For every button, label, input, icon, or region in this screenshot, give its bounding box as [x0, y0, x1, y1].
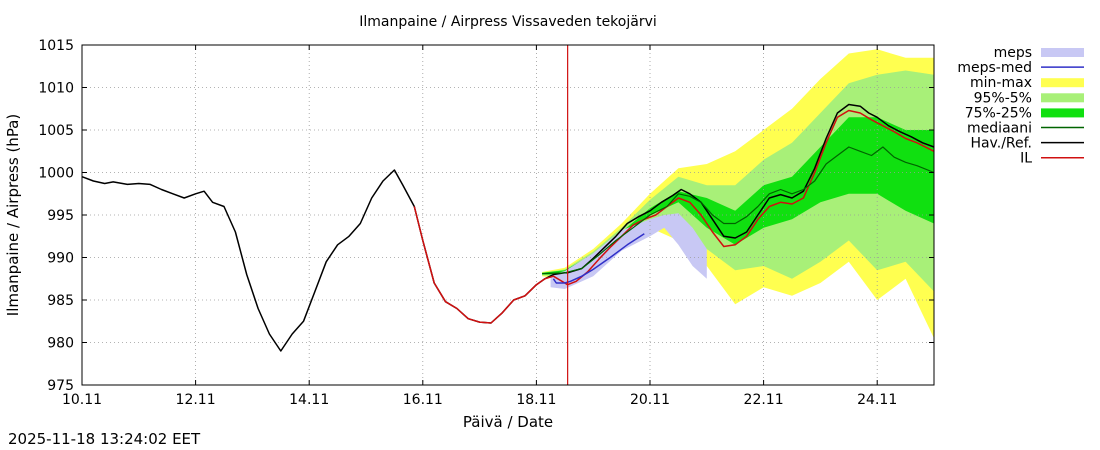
lines-layer [81, 103, 935, 352]
legend-label: meps [994, 45, 1032, 61]
legend-label: 95%-5% [974, 90, 1032, 106]
legend-swatch [1041, 108, 1084, 118]
x-tick-label: 16.11 [403, 392, 443, 408]
legend-swatch [1041, 78, 1084, 88]
legend-label: Hav./Ref. [970, 136, 1032, 152]
legend-label: 75%-25% [965, 105, 1032, 121]
legend-label: min-max [970, 75, 1032, 91]
legend-swatch [1041, 93, 1084, 103]
y-tick-label: 980 [47, 336, 74, 352]
y-axis-label: Ilmanpaine / Airpress (hPa) [4, 114, 22, 316]
y-tick-label: 975 [47, 378, 74, 394]
x-tick-label: 18.11 [516, 392, 556, 408]
y-tick-label: 1005 [38, 123, 74, 139]
grid-layer [82, 45, 934, 385]
chart-title: Ilmanpaine / Airpress Vissaveden tekojär… [359, 14, 657, 30]
band-95-5 [542, 70, 934, 292]
x-tick-label: 14.11 [289, 392, 329, 408]
timestamp: 2025-11-18 13:24:02 EET [8, 430, 201, 448]
y-axis-ticks: 975 980 985 990 995 1000 1005 1010 1015 [38, 38, 934, 394]
y-tick-label: 1015 [38, 38, 74, 54]
y-tick-label: 1010 [38, 81, 74, 97]
legend-swatch [1041, 48, 1084, 57]
x-axis-ticks: 10.11 12.11 14.11 16.11 18.11 20.11 22.11 24.11 [62, 45, 897, 408]
x-tick-label: 10.11 [62, 392, 102, 408]
x-axis-label: Päivä / Date [463, 413, 553, 431]
y-tick-label: 995 [47, 208, 74, 224]
y-tick-label: 990 [47, 251, 74, 267]
x-tick-label: 24.11 [857, 392, 897, 408]
y-tick-label: 1000 [38, 166, 74, 182]
x-tick-label: 22.11 [744, 392, 784, 408]
y-tick-label: 985 [47, 293, 74, 309]
x-tick-label: 12.11 [176, 392, 216, 408]
legend-label: meps-med [957, 60, 1032, 76]
bands-layer [542, 49, 934, 339]
legend-label: mediaani [967, 121, 1032, 137]
series-line-meps-med [552, 233, 645, 284]
legend-label: IL [1020, 151, 1032, 167]
series-line-mediaani [542, 146, 935, 275]
series-line-il [413, 109, 935, 324]
x-tick-label: 20.11 [630, 392, 670, 408]
legend: mepsmeps-medmin-max95%-5%75%-25%mediaani… [957, 45, 1084, 167]
